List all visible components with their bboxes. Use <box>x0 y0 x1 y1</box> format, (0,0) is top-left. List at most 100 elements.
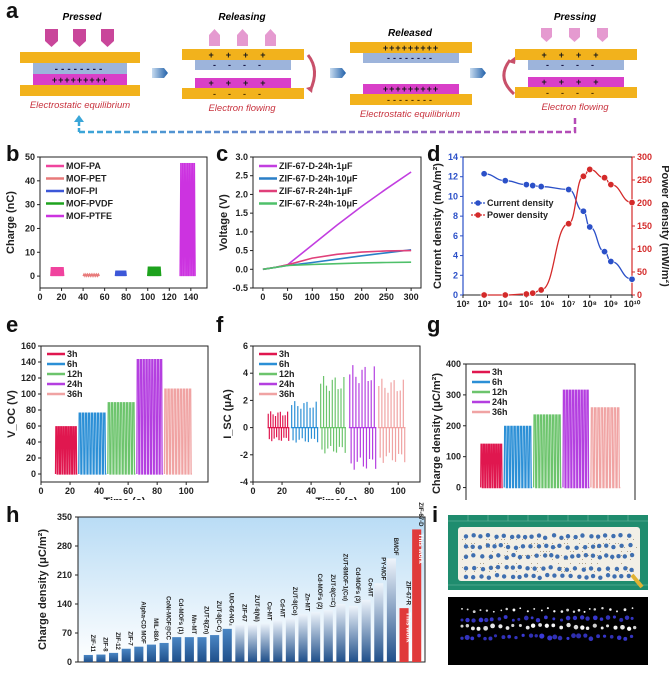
led <box>504 555 509 560</box>
data-point <box>607 181 615 189</box>
series-24h <box>562 389 590 489</box>
breadboard-hole <box>537 539 538 540</box>
led <box>525 566 530 571</box>
svg-text:++++: ++++ <box>208 50 277 60</box>
breadboard-hole <box>567 559 568 560</box>
panel-letter-i: i <box>432 502 439 527</box>
bar-label: ZUT-8(C=C) <box>329 574 335 607</box>
lit-led <box>551 623 556 628</box>
bar-ZIF-7 <box>121 648 131 662</box>
lit-led <box>465 624 470 628</box>
bar-label: Alpha-CD MOF <box>139 601 145 644</box>
led <box>477 545 483 550</box>
breadboard-hole <box>489 571 490 572</box>
breadboard-hole <box>621 551 622 552</box>
svg-text:----: ---- <box>546 88 606 98</box>
breadboard-hole <box>606 539 607 540</box>
bar-ZIF-67 <box>235 624 245 662</box>
led <box>463 554 469 559</box>
lit-led <box>546 607 549 610</box>
lit-led <box>585 616 590 621</box>
bar-ZUT-8MOF-1(Cu) <box>336 604 346 662</box>
svg-text:++++: ++++ <box>541 77 610 87</box>
x-tick-label: 100 <box>179 486 194 496</box>
x-tick-label: 20 <box>57 292 67 300</box>
breadboard-hole <box>564 543 565 544</box>
lit-led <box>559 618 564 622</box>
y-right-tick-label: 250 <box>637 175 652 185</box>
bar-label: Zn-MT <box>304 593 310 611</box>
breadboard-hole <box>471 547 472 548</box>
breadboard-hole <box>630 555 631 556</box>
breadboard-hole <box>498 563 499 564</box>
breadboard-hole <box>525 555 526 556</box>
lit-led <box>583 633 588 638</box>
y-axis-label: Charge density (μC/m²) <box>37 529 49 650</box>
breadboard-hole <box>522 555 523 556</box>
breadboard-hole <box>606 547 607 548</box>
led <box>616 554 621 559</box>
x-tick-label: 10⁹ <box>604 299 618 309</box>
stage-caption-pressed: Electrostatic equilibrium <box>30 100 130 111</box>
y-axis-label: Current density (mA/m²) <box>432 163 444 289</box>
breadboard-hole <box>588 543 589 544</box>
series-3h <box>480 443 503 489</box>
stage-releasing: Releasing ++++ ---- ++++ ---- Electron f… <box>182 12 316 114</box>
breadboard-hole <box>600 547 601 548</box>
y-tick-label: -0.5 <box>232 283 248 293</box>
lit-led <box>484 617 489 623</box>
y-tick-label: 10 <box>25 247 35 257</box>
breadboard-hole <box>591 555 592 556</box>
dielectric-bottom <box>33 74 127 85</box>
chart-d: 0 2 4 6 8 10 12 14 0 50 100 150 200 250 300 10² 10³ 10⁴ 10… <box>432 152 669 309</box>
breadboard-hole <box>510 539 511 540</box>
charge-band <box>115 270 127 277</box>
svg-text:++++: ++++ <box>208 78 277 88</box>
svg-text:----: ---- <box>546 60 606 70</box>
led <box>626 573 631 579</box>
breadboard-hole <box>579 563 580 564</box>
led <box>463 566 469 571</box>
bar-label: BMOF <box>392 538 398 556</box>
data-point <box>607 257 615 265</box>
panel-letter-d: d <box>427 141 441 166</box>
data-point <box>529 289 537 297</box>
y-tick-label: 300 <box>446 390 461 400</box>
series-MOF-PTFE <box>179 162 196 277</box>
y-tick-label: 210 <box>57 570 72 580</box>
breadboard-hole <box>594 543 595 544</box>
breadboard-hole <box>597 539 598 540</box>
x-tick-label: 40 <box>94 486 104 496</box>
bar-label: ZUT-8(Co) <box>291 587 297 616</box>
breadboard-hole <box>489 559 490 560</box>
led <box>628 542 633 548</box>
lit-led <box>505 607 508 611</box>
led <box>614 566 620 572</box>
breadboard-hole <box>561 555 562 556</box>
led <box>570 554 575 559</box>
breadboard-hole <box>591 559 592 560</box>
led <box>605 566 611 571</box>
legend-label: 3h <box>492 367 503 377</box>
breadboard-hole <box>567 539 568 540</box>
y-tick-label: 14 <box>448 152 458 162</box>
data-point <box>565 220 573 228</box>
led <box>470 575 476 580</box>
y-right-tick-label: 100 <box>637 244 652 254</box>
x-tick-label: 100 <box>305 292 320 300</box>
lit-led <box>566 608 570 612</box>
lit-led <box>572 615 578 621</box>
led <box>559 535 564 541</box>
breadboard-hole <box>546 555 547 556</box>
x-tick-label: 100 <box>391 486 406 496</box>
data-point <box>537 183 545 191</box>
breadboard <box>458 527 640 581</box>
data-point <box>565 186 573 194</box>
breadboard-hole <box>525 539 526 540</box>
legend-label: ZIF-67-R-24h-1μF <box>279 186 353 196</box>
breadboard-hole <box>621 563 622 564</box>
series-6h <box>503 425 533 489</box>
breadboard-hole <box>495 571 496 572</box>
led <box>590 553 596 558</box>
lit-led <box>540 609 543 612</box>
